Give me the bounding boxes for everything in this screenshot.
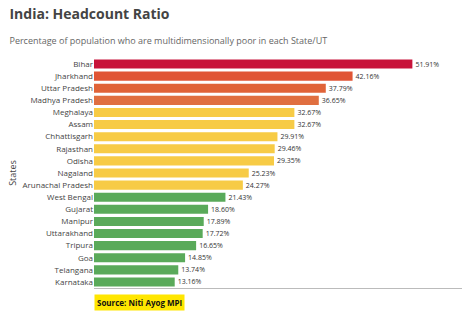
svg-text:Jharkhand: Jharkhand <box>54 70 93 81</box>
svg-text:51.91%: 51.91% <box>415 60 439 69</box>
svg-text:Odisha: Odisha <box>67 155 93 166</box>
svg-text:Nagaland: Nagaland <box>57 167 93 178</box>
svg-text:Source: Niti Ayog MPI: Source: Niti Ayog MPI <box>97 297 182 308</box>
svg-text:25.23%: 25.23% <box>252 169 276 178</box>
svg-text:Gujarat: Gujarat <box>65 203 93 214</box>
svg-text:37.79%: 37.79% <box>329 84 353 93</box>
svg-text:West Bengal: West Bengal <box>47 191 93 202</box>
svg-text:Goa: Goa <box>78 252 93 263</box>
svg-text:13.74%: 13.74% <box>181 265 205 274</box>
svg-text:Manipur: Manipur <box>61 215 93 226</box>
svg-text:Percentage of population who a: Percentage of population who are multidi… <box>9 34 327 47</box>
svg-text:17.89%: 17.89% <box>207 217 231 226</box>
svg-text:Telangana: Telangana <box>55 264 93 275</box>
svg-text:36.65%: 36.65% <box>322 96 346 105</box>
svg-text:29.91%: 29.91% <box>280 132 304 141</box>
svg-text:32.67%: 32.67% <box>297 120 321 129</box>
svg-text:Madhya Pradesh: Madhya Pradesh <box>30 94 93 105</box>
svg-text:Uttar Pradesh: Uttar Pradesh <box>41 82 93 93</box>
svg-text:Assam: Assam <box>68 118 93 129</box>
svg-text:17.72%: 17.72% <box>206 229 230 238</box>
svg-text:Arunachal Pradesh: Arunachal Pradesh <box>23 179 94 190</box>
svg-text:Chhattisgarh: Chhattisgarh <box>45 130 93 141</box>
svg-text:Rajasthan: Rajasthan <box>56 143 93 154</box>
svg-text:India: Headcount Ratio: India: Headcount Ratio <box>9 4 169 23</box>
svg-text:14.85%: 14.85% <box>188 253 212 262</box>
svg-text:32.67%: 32.67% <box>297 108 321 117</box>
svg-text:13.16%: 13.16% <box>178 277 202 286</box>
svg-text:42.16%: 42.16% <box>356 72 380 81</box>
svg-text:16.65%: 16.65% <box>199 241 223 250</box>
svg-text:Tripura: Tripura <box>66 239 93 250</box>
svg-text:Uttarakhand: Uttarakhand <box>46 227 93 238</box>
svg-text:21.43%: 21.43% <box>228 193 252 202</box>
svg-text:Karnataka: Karnataka <box>55 276 93 287</box>
svg-text:Meghalaya: Meghalaya <box>53 106 93 117</box>
svg-text:29.35%: 29.35% <box>277 156 301 165</box>
svg-text:Bihar: Bihar <box>73 58 94 69</box>
svg-text:29.46%: 29.46% <box>278 144 302 153</box>
svg-text:24.27%: 24.27% <box>246 181 270 190</box>
svg-text:18.60%: 18.60% <box>211 205 235 214</box>
svg-text:States: States <box>6 160 19 186</box>
